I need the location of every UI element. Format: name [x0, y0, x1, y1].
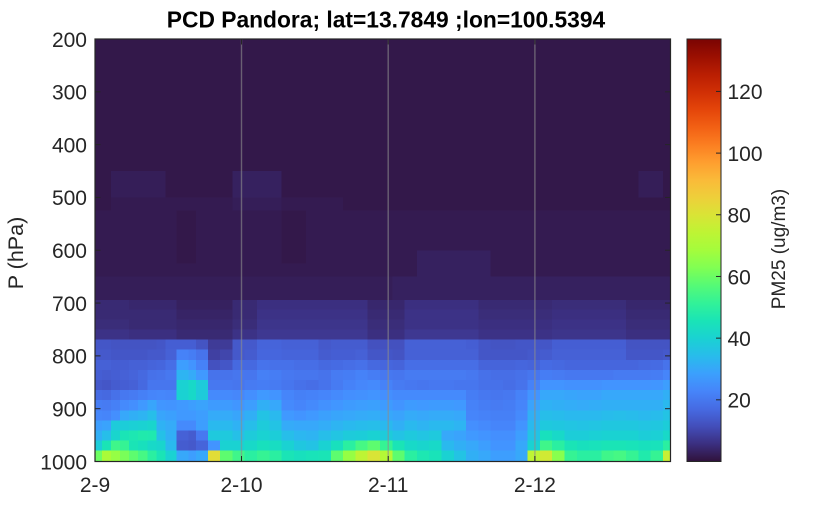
svg-text:500: 500 — [52, 187, 87, 210]
svg-text:100: 100 — [728, 143, 763, 166]
svg-text:1000: 1000 — [40, 451, 87, 474]
svg-text:300: 300 — [52, 82, 87, 105]
svg-text:60: 60 — [728, 266, 751, 289]
svg-text:PCD Pandora; lat=13.7849 ;lon=: PCD Pandora; lat=13.7849 ;lon=100.5394 — [167, 7, 606, 33]
svg-text:40: 40 — [728, 328, 751, 351]
svg-text:600: 600 — [52, 240, 87, 263]
svg-text:2-12: 2-12 — [514, 474, 556, 497]
svg-text:2-9: 2-9 — [80, 474, 110, 497]
svg-text:700: 700 — [52, 293, 87, 316]
svg-text:900: 900 — [52, 398, 87, 421]
svg-text:PM25 (ug/m3): PM25 (ug/m3) — [769, 189, 790, 309]
svg-text:P (hPa): P (hPa) — [4, 217, 28, 290]
svg-text:800: 800 — [52, 346, 87, 369]
svg-text:2-11: 2-11 — [368, 474, 408, 497]
svg-text:120: 120 — [728, 81, 763, 104]
svg-text:400: 400 — [52, 134, 87, 157]
svg-text:80: 80 — [728, 205, 751, 228]
svg-text:20: 20 — [728, 390, 751, 413]
svg-text:2-10: 2-10 — [220, 474, 262, 497]
svg-text:200: 200 — [52, 29, 87, 52]
